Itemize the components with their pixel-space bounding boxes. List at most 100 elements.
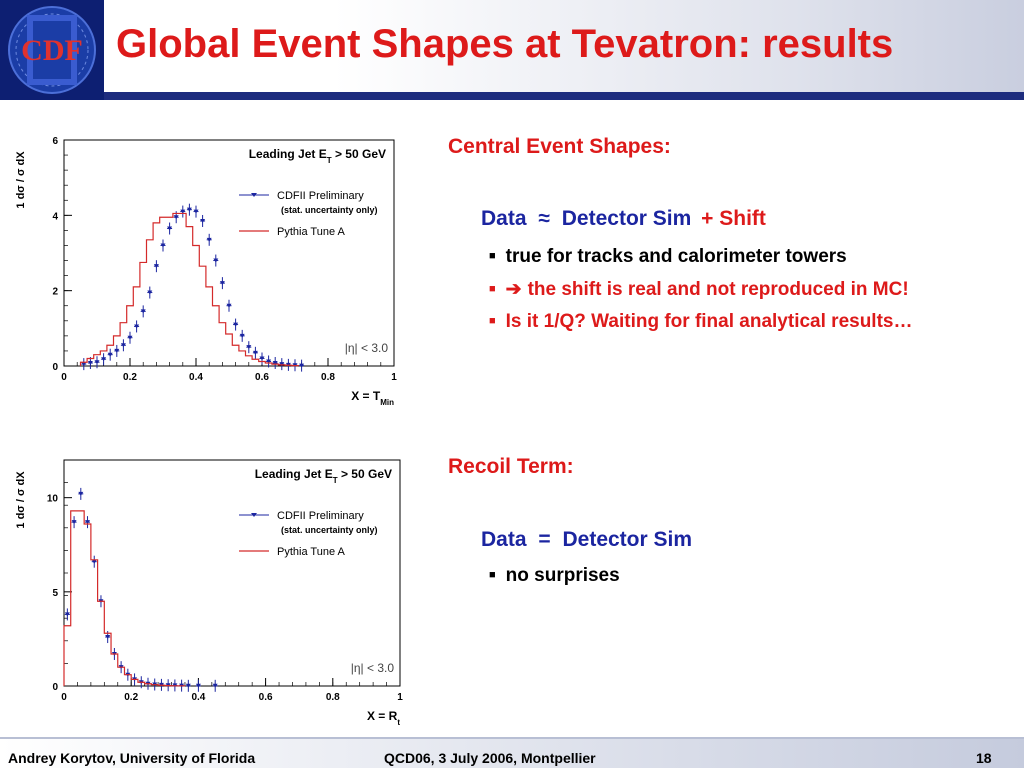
- data-point: [213, 254, 219, 267]
- data-point: [127, 331, 133, 344]
- recoil-equation: Data = Detector Sim: [481, 528, 692, 552]
- data-point: [160, 239, 166, 252]
- bullet-item: ■ true for tracks and calorimeter towers: [489, 246, 847, 267]
- slide-header: CDF Global Event Shapes at Tevatron: res…: [0, 0, 1024, 100]
- footer-event: QCD06, 3 July 2006, Montpellier: [384, 750, 596, 766]
- recoil-heading: Recoil Term:: [448, 455, 574, 478]
- slide-title: Global Event Shapes at Tevatron: results: [116, 22, 894, 66]
- eta-cut-label: |η| < 3.0: [351, 661, 395, 675]
- data-point: [186, 203, 192, 216]
- eta-cut-label: |η| < 3.0: [345, 341, 389, 355]
- data-point: [200, 214, 206, 227]
- eq-approx-sign: ≈: [538, 207, 550, 230]
- data-point: [259, 352, 265, 365]
- square-bullet-icon: ■: [489, 315, 496, 327]
- marker-triangle: [279, 362, 285, 367]
- marker-triangle: [213, 258, 219, 263]
- marker-triangle: [193, 209, 199, 214]
- marker-triangle: [134, 324, 140, 329]
- data-point: [212, 679, 218, 692]
- data-point: [239, 329, 245, 342]
- marker-triangle: [140, 309, 146, 314]
- data-point: [206, 233, 212, 246]
- legend-note: (stat. uncertainty only): [281, 525, 378, 535]
- y-tick-label: 0: [52, 362, 58, 373]
- marker-triangle: [272, 360, 278, 365]
- page-number: 18: [976, 750, 992, 766]
- legend-marker: [251, 193, 257, 197]
- data-point: [226, 299, 232, 312]
- y-tick-label: 2: [52, 287, 58, 298]
- marker-triangle: [259, 356, 265, 361]
- bullet-item: ■ Is it 1/Q? Waiting for final analytical…: [489, 311, 913, 332]
- marker-triangle: [160, 243, 166, 248]
- marker-triangle: [195, 683, 201, 688]
- cdf-logo-graphic: CDF: [0, 0, 104, 100]
- data-point: [107, 348, 113, 361]
- x-tick-label: 0.2: [123, 372, 137, 383]
- data-point: [94, 356, 100, 369]
- x-tick-label: 0.4: [189, 372, 203, 383]
- marker-triangle: [219, 281, 225, 286]
- data-point: [134, 320, 140, 333]
- data-point: [78, 487, 84, 500]
- bullet-item: ■ ➔ the shift is real and not reproduced i…: [489, 279, 909, 300]
- x-tick-label: 0.4: [191, 692, 205, 703]
- marker-triangle: [64, 612, 70, 617]
- legend-label-data: CDFII Preliminary: [277, 190, 364, 202]
- marker-triangle: [94, 360, 100, 365]
- eq-equals-sign: =: [538, 528, 551, 551]
- x-tick-label: 0.6: [259, 692, 273, 703]
- header-rule: [104, 92, 1024, 100]
- y-tick-label: 6: [52, 136, 58, 147]
- data-point: [266, 355, 272, 368]
- marker-triangle: [226, 303, 232, 308]
- y-tick-label: 4: [52, 211, 58, 222]
- annotation-label: Leading Jet ET > 50 GeV: [255, 467, 392, 485]
- legend-label-data: CDFII Preliminary: [277, 510, 364, 522]
- square-bullet-icon: ■: [489, 250, 496, 262]
- data-point: [233, 318, 239, 331]
- cdf-logo: CDF: [0, 0, 104, 100]
- data-point: [120, 339, 126, 352]
- x-tick-label: 0.8: [321, 372, 335, 383]
- marker-triangle: [105, 635, 111, 640]
- eq-detector-sim: Detector Sim: [562, 528, 693, 551]
- plot-frame: [63, 459, 401, 687]
- marker-triangle: [212, 683, 218, 688]
- eq-data: Data: [481, 207, 527, 230]
- x-tick-label: 0.6: [255, 372, 269, 383]
- marker-triangle: [107, 352, 113, 357]
- marker-triangle: [81, 362, 87, 367]
- marker-triangle: [71, 520, 77, 525]
- pythia-histogram: [63, 510, 186, 687]
- marker-triangle: [299, 363, 305, 368]
- marker-triangle: [78, 491, 84, 496]
- eq-data: Data: [481, 528, 527, 551]
- marker-triangle: [252, 350, 258, 355]
- chart-recoil-term: 0 5 10 0 0.2 0.4 0.6 0.8 1 Leading Jet ET > 50 Ge…: [15, 459, 403, 727]
- data-point: [252, 346, 258, 359]
- header-background: [104, 0, 1024, 92]
- legend-note: (stat. uncertainty only): [281, 205, 378, 215]
- data-point: [81, 358, 87, 371]
- data-point: [85, 516, 91, 529]
- y-tick-label: 5: [52, 588, 58, 599]
- x-tick-label: 0.8: [326, 692, 340, 703]
- square-bullet-icon: ■: [489, 283, 496, 295]
- marker-triangle: [114, 348, 120, 353]
- data-point: [219, 277, 225, 290]
- chart-thrust-min: 0 2 4 6 0 0.2 0.4 0.6 0.8 1 Leading Jet ET > 50 Ge…: [15, 136, 397, 407]
- data-point: [193, 205, 199, 218]
- data-point: [140, 305, 146, 318]
- pythia-histogram: [79, 212, 299, 367]
- x-axis-label: X = Rt: [367, 709, 400, 727]
- data-point: [114, 344, 120, 357]
- marker-triangle: [147, 290, 153, 295]
- bullet-item: ■ no surprises: [489, 565, 620, 586]
- data-point: [272, 356, 278, 369]
- eq-detector-sim: Detector Sim: [561, 207, 692, 230]
- data-point: [185, 679, 191, 692]
- marker-triangle: [206, 237, 212, 242]
- marker-triangle: [87, 360, 93, 365]
